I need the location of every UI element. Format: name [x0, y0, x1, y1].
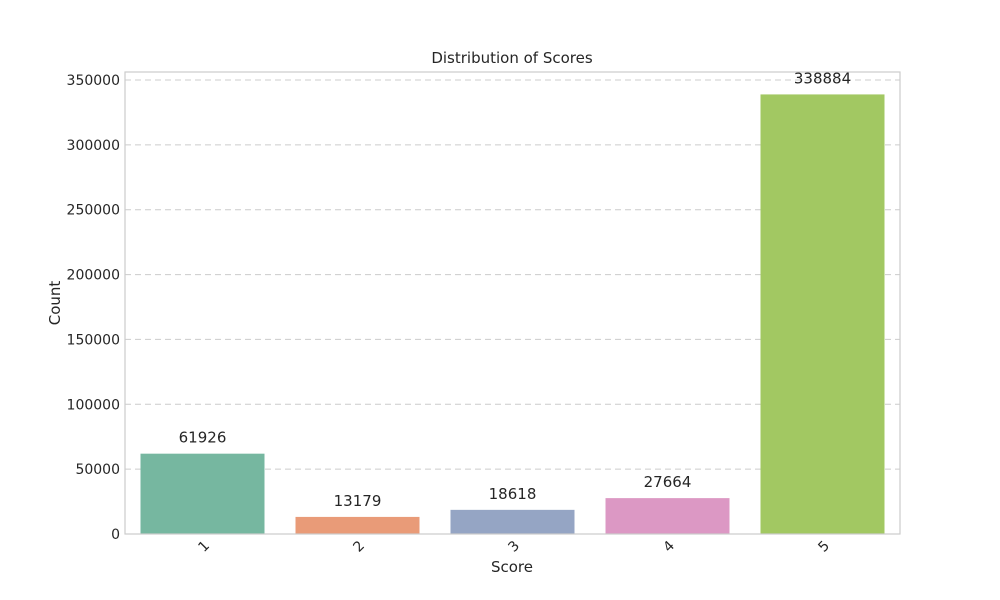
- bar-score-3: [450, 509, 575, 534]
- bar-score-1: [140, 453, 265, 534]
- x-tick-labels: 1 2 3 4 5: [195, 538, 833, 556]
- plot-frame: [124, 71, 901, 535]
- x-tick-label: 1: [195, 538, 213, 556]
- chart-title: Distribution of Scores: [431, 49, 593, 67]
- y-axis-label: Count: [46, 281, 64, 326]
- y-tick-label: 0: [111, 527, 120, 543]
- bar-score-2: [295, 516, 420, 534]
- y-tick-label: 100000: [67, 397, 120, 413]
- x-tick-label: 3: [505, 538, 523, 556]
- x-tick-label: 4: [660, 538, 678, 556]
- data-label-score-1: 61926: [179, 429, 227, 447]
- data-label-score-2: 13179: [334, 492, 382, 510]
- data-label-score-5: 338884: [794, 69, 851, 87]
- x-tick-label: 2: [350, 538, 368, 556]
- x-tick-label: 5: [815, 538, 833, 556]
- x-axis-label: Score: [491, 558, 533, 576]
- bar-score-5: [760, 94, 885, 534]
- y-tick-label: 150000: [67, 332, 120, 348]
- bar-score-4: [605, 498, 730, 534]
- y-tick-label: 300000: [67, 138, 120, 154]
- y-tick-label: 250000: [67, 203, 120, 219]
- y-tick-label: 50000: [75, 462, 120, 478]
- data-labels: 61926 13179 18618 27664 338884: [179, 69, 851, 509]
- y-tick-label: 200000: [67, 268, 120, 284]
- bars: [140, 94, 885, 534]
- y-tick-labels: 0 50000 100000 150000 200000 250000 300000 3500…: [67, 73, 120, 543]
- y-tick-label: 350000: [67, 73, 120, 89]
- data-label-score-3: 18618: [489, 485, 537, 503]
- data-label-score-4: 27664: [644, 473, 692, 491]
